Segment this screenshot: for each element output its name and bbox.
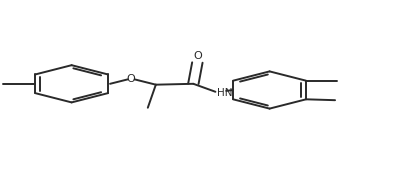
Text: O: O: [193, 51, 202, 61]
Text: O: O: [126, 74, 135, 84]
Text: HN: HN: [217, 88, 232, 98]
